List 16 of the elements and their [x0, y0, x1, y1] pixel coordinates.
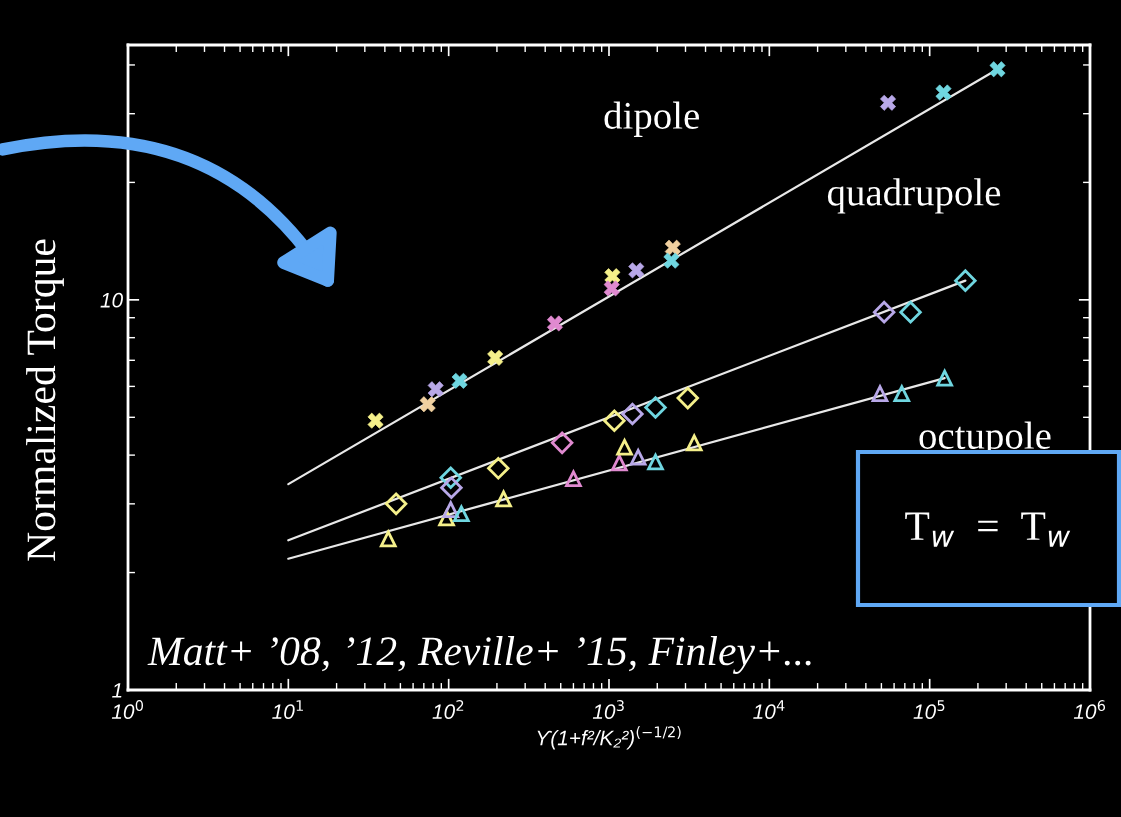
- series-label: octupole: [919, 421, 1051, 457]
- y-tick-label: 10: [100, 292, 123, 308]
- y-tick-label: 1: [112, 683, 122, 698]
- x-tick-label: 10$^{2}$: [432, 700, 464, 720]
- x-tick-label: 10$^{6}$: [1073, 700, 1106, 720]
- x-tick-label: 10$^{3}$: [592, 700, 624, 720]
- y-axis-title: Normalized Torque: [26, 239, 64, 561]
- x-tick-label: 10$^{4}$: [753, 700, 785, 720]
- x-tick-label: 10$^{1}$: [272, 700, 303, 720]
- text: dipole: [604, 101, 699, 137]
- x-axis-title: ϒ(1+f²/K₂²)$^{(−1/2)}$: [537, 726, 681, 750]
- x-tick-label: 10$^{5}$: [913, 700, 945, 720]
- x-tick-label: 10$^{0}$: [111, 700, 144, 720]
- series-label: quadrupole: [827, 178, 1001, 214]
- annotation: Matt+ ’08, ’12, Reville+ ’15, Finley+...: [147, 636, 811, 674]
- annotation: T$_{w}$ = T$_{w}$: [905, 512, 1071, 547]
